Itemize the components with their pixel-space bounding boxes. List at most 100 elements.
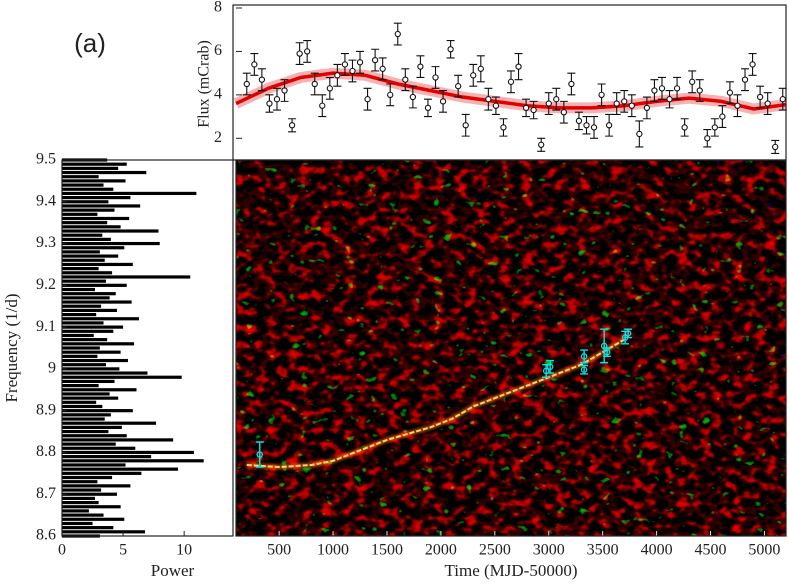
data-point — [387, 91, 394, 99]
data-point — [356, 59, 364, 66]
data-point — [402, 76, 409, 83]
x-tick-label: 1500 — [371, 542, 403, 559]
data-point — [485, 96, 492, 103]
data-point — [749, 61, 756, 68]
power-bar — [62, 521, 93, 526]
data-point — [741, 76, 749, 83]
data-point — [553, 96, 560, 103]
power-bar — [62, 484, 131, 488]
axes-frame — [235, 159, 787, 537]
data-point — [580, 366, 588, 373]
power-bar — [62, 346, 100, 350]
y-tick-label: 9.1 — [36, 318, 56, 335]
data-point — [624, 330, 632, 337]
data-point — [681, 124, 688, 131]
data-point — [719, 113, 726, 120]
axes-frame — [61, 159, 234, 537]
data-point — [756, 93, 764, 101]
panel-label: (a) — [74, 28, 106, 58]
x-axis-label: Power — [151, 561, 195, 580]
power-bar — [62, 170, 147, 175]
heatmap-texture — [236, 160, 786, 536]
power-bar — [62, 275, 191, 279]
y-tick-label: 8.6 — [36, 527, 56, 544]
fit-line — [235, 71, 787, 111]
x-tick-label: 2500 — [479, 542, 511, 559]
y-tick-label: 6 — [214, 42, 222, 59]
data-point — [500, 124, 507, 131]
power-bar — [62, 392, 110, 396]
data-point — [319, 102, 326, 109]
x-tick-label: 10 — [176, 542, 192, 559]
power-bar — [62, 292, 116, 296]
power-bar — [62, 179, 126, 183]
y-tick-label: 4 — [214, 86, 222, 103]
x-tick-label: 1000 — [317, 542, 349, 559]
data-point — [530, 106, 537, 114]
power-bar — [62, 237, 111, 241]
data-point — [560, 109, 567, 116]
power-bar — [62, 204, 141, 208]
data-point — [621, 98, 628, 105]
data-point — [590, 124, 598, 131]
power-bar — [62, 425, 122, 429]
data-point — [546, 363, 554, 371]
power-bar — [62, 183, 104, 187]
power-bar — [62, 471, 142, 475]
x-tick-label: 2000 — [425, 542, 457, 559]
power-bar — [62, 384, 99, 388]
power-bar — [62, 233, 103, 237]
power-bar — [62, 488, 102, 492]
power-bar — [62, 455, 152, 459]
power-bar — [62, 229, 159, 233]
data-point — [598, 91, 605, 99]
power-bar — [62, 246, 125, 250]
data-point — [455, 83, 462, 90]
power-bar — [62, 333, 94, 338]
error-bar — [546, 359, 555, 374]
x-axis-label: Time (MJD-50000) — [444, 561, 577, 580]
power-bar — [62, 496, 95, 500]
data-point — [288, 122, 296, 129]
data-point — [673, 85, 681, 92]
power-bar — [62, 166, 119, 170]
data-point — [326, 85, 333, 92]
power-bar — [62, 354, 98, 358]
power-bar — [62, 509, 89, 513]
power-bar — [62, 513, 104, 517]
power-bar — [62, 267, 99, 271]
data-point — [696, 87, 703, 94]
data-point — [779, 96, 786, 103]
data-point — [636, 130, 643, 138]
data-point — [439, 98, 447, 105]
data-point — [726, 89, 734, 96]
data-point — [364, 96, 371, 103]
power-bar — [62, 187, 114, 191]
power-bar — [62, 400, 97, 404]
power-bar — [62, 388, 137, 392]
x-tick-label: 4000 — [641, 542, 673, 559]
ridge-glow — [246, 337, 626, 470]
data-point — [281, 87, 288, 94]
data-point — [424, 104, 432, 112]
power-bar — [62, 459, 204, 463]
data-point — [704, 135, 711, 142]
power-bar — [62, 530, 146, 534]
power-bar — [62, 421, 157, 425]
power-bar — [62, 221, 108, 225]
data-point — [256, 451, 263, 458]
power-bar — [62, 467, 179, 471]
power-bar — [62, 216, 130, 221]
power-bar — [62, 517, 125, 521]
x-tick-label: 4500 — [695, 542, 727, 559]
data-point — [545, 100, 552, 107]
power-bar — [62, 312, 97, 317]
data-point — [311, 80, 318, 88]
data-point — [273, 96, 281, 103]
power-bar — [62, 287, 95, 292]
error-bar — [580, 349, 589, 364]
y-tick-label: 8.8 — [36, 443, 56, 460]
data-point — [447, 46, 454, 53]
power-bar — [62, 446, 136, 450]
y-tick-label: 9.2 — [36, 276, 56, 293]
